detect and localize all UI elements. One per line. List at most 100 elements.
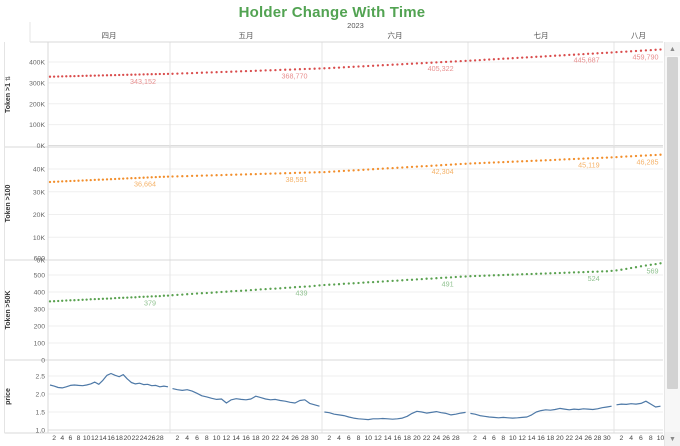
day-tick-label: 24 bbox=[281, 435, 289, 442]
day-tick-label: 30 bbox=[311, 435, 319, 442]
value-label-token_gt100: 46,285 bbox=[637, 158, 659, 167]
scroll-down-button[interactable]: ▼ bbox=[665, 432, 680, 446]
value-label-token_gt50k: 491 bbox=[442, 280, 454, 289]
day-tick-label: 14 bbox=[528, 435, 536, 442]
row-title-text: Token >100 bbox=[5, 184, 12, 222]
price-line-segment bbox=[49, 372, 169, 389]
value-label-token_gt100: 42,304 bbox=[432, 167, 454, 176]
day-tick-label: 24 bbox=[140, 435, 148, 442]
price-line-segment bbox=[324, 410, 466, 421]
value-label-token_gt100: 38,591 bbox=[286, 175, 308, 184]
day-tick-label: 12 bbox=[223, 435, 231, 442]
value-label-token_gt50k: 569 bbox=[647, 266, 659, 275]
panel-token_gt1: 0K 100K 200K 300K 400K Token >1 ⇅ 343,152 368,77… bbox=[5, 53, 659, 151]
y-tick-label: 0K bbox=[37, 143, 46, 150]
day-tick-label: 12 bbox=[518, 435, 526, 442]
day-tick-label: 26 bbox=[584, 435, 592, 442]
y-tick-label: 2.0 bbox=[36, 392, 46, 399]
day-tick-label: 6 bbox=[68, 435, 72, 442]
scroll-up-button[interactable]: ▲ bbox=[665, 42, 680, 56]
series-token_gt100 bbox=[48, 153, 662, 184]
day-tick-label: 10 bbox=[213, 435, 221, 442]
series-price bbox=[49, 372, 661, 421]
row-title-token_gt50k: Token >50K bbox=[5, 291, 12, 330]
day-tick-label: 6 bbox=[347, 435, 351, 442]
day-tick-label: 18 bbox=[252, 435, 260, 442]
y-tick-label: 400 bbox=[34, 290, 46, 297]
series-token_gt1 bbox=[48, 48, 662, 78]
day-tick-label: 18 bbox=[403, 435, 411, 442]
day-tick-label: 22 bbox=[565, 435, 573, 442]
day-tick-label: 14 bbox=[232, 435, 240, 442]
day-tick-label: 8 bbox=[357, 435, 361, 442]
day-tick-label: 12 bbox=[374, 435, 382, 442]
price-line-segment bbox=[616, 400, 661, 408]
x-axis-day-ticks: 2 4 6 8 10 12 14 16 18 20 22 24 26 28 2 4 6 8 10 12 14 16 18 20… bbox=[52, 435, 664, 442]
day-tick-label: 20 bbox=[413, 435, 421, 442]
day-tick-label: 8 bbox=[77, 435, 81, 442]
day-tick-label: 24 bbox=[575, 435, 583, 442]
y-tick-label: 500 bbox=[34, 273, 46, 280]
value-label-token_gt1: 459,790 bbox=[633, 53, 659, 62]
day-tick-label: 26 bbox=[148, 435, 156, 442]
day-tick-label: 20 bbox=[262, 435, 270, 442]
day-tick-label: 28 bbox=[156, 435, 164, 442]
scrollbar-thumb[interactable] bbox=[667, 57, 678, 389]
y-tick-label: 40K bbox=[33, 167, 46, 174]
day-tick-label: 20 bbox=[556, 435, 564, 442]
day-tick-label: 16 bbox=[242, 435, 250, 442]
day-tick-label: 4 bbox=[629, 435, 633, 442]
value-label-token_gt1: 445,687 bbox=[574, 56, 600, 65]
day-tick-label: 6 bbox=[639, 435, 643, 442]
value-label-token_gt50k: 524 bbox=[588, 274, 600, 283]
gridlines bbox=[4, 22, 663, 434]
y-tick-label: 200 bbox=[34, 324, 46, 331]
row-title-text: Token >50K bbox=[5, 291, 12, 330]
day-tick-label: 22 bbox=[272, 435, 280, 442]
month-label: 四月 bbox=[102, 31, 117, 40]
value-label-token_gt50k: 439 bbox=[296, 288, 308, 297]
day-tick-label: 2 bbox=[473, 435, 477, 442]
row-title-token_gt100: Token >100 bbox=[5, 184, 12, 222]
value-label-token_gt1: 405,322 bbox=[428, 64, 454, 73]
chevron-up-icon: ▲ bbox=[669, 45, 676, 53]
day-tick-label: 10 bbox=[364, 435, 372, 442]
x-axis-header: 2023 四月 五月 六月 七月 八月 bbox=[102, 21, 647, 40]
day-tick-label: 26 bbox=[291, 435, 299, 442]
row-title-text: Token >1 bbox=[5, 83, 12, 113]
day-tick-label: 28 bbox=[594, 435, 602, 442]
day-tick-label: 28 bbox=[301, 435, 309, 442]
y-tick-label: 300 bbox=[34, 307, 46, 314]
day-tick-label: 6 bbox=[492, 435, 496, 442]
y-tick-label: 1.5 bbox=[36, 410, 46, 417]
value-label-token_gt1: 368,770 bbox=[282, 72, 308, 81]
day-tick-label: 4 bbox=[483, 435, 487, 442]
month-label: 七月 bbox=[534, 31, 549, 40]
day-tick-label: 12 bbox=[91, 435, 99, 442]
row-title-text: price bbox=[5, 388, 12, 405]
month-label: 八月 bbox=[631, 31, 646, 40]
price-line-segment bbox=[172, 388, 320, 407]
value-label-token_gt50k: 379 bbox=[144, 299, 156, 308]
day-tick-label: 8 bbox=[205, 435, 209, 442]
day-tick-label: 16 bbox=[537, 435, 545, 442]
day-tick-label: 4 bbox=[60, 435, 64, 442]
day-tick-label: 20 bbox=[124, 435, 132, 442]
y-tick-label: 100 bbox=[34, 341, 46, 348]
y-tick-label: 300K bbox=[29, 80, 45, 87]
page-title: Holder Change With Time bbox=[238, 4, 426, 21]
day-tick-label: 30 bbox=[603, 435, 611, 442]
day-tick-label: 26 bbox=[442, 435, 450, 442]
month-label: 五月 bbox=[239, 31, 254, 40]
row-title-token_gt1: Token >1 ⇅ bbox=[5, 76, 12, 113]
vertical-scrollbar[interactable]: ▲ ▼ bbox=[664, 42, 680, 446]
value-label-token_gt1: 343,152 bbox=[130, 77, 156, 86]
panel-token_gt100: 0K 10K 20K 30K 40K Token >100 36,664 38,591 42,3… bbox=[5, 158, 659, 265]
panel-price: 1.0 1.5 2.0 2.5 price bbox=[5, 374, 45, 435]
y-tick-label: 2.5 bbox=[36, 374, 46, 381]
day-tick-label: 22 bbox=[132, 435, 140, 442]
day-tick-label: 2 bbox=[175, 435, 179, 442]
day-tick-label: 16 bbox=[394, 435, 402, 442]
year-label: 2023 bbox=[347, 21, 364, 30]
